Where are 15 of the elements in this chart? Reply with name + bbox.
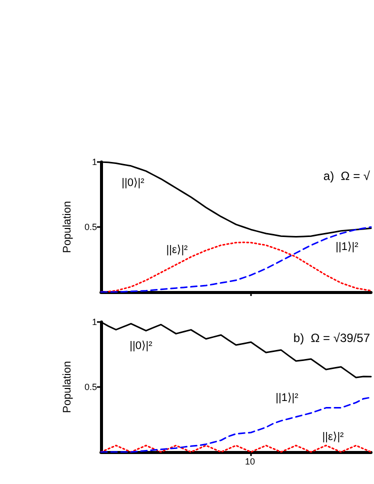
text: 10 bbox=[244, 456, 256, 466]
annotation: ||0⟩|² bbox=[130, 340, 153, 352]
annotation: ||1⟩|² bbox=[276, 392, 299, 404]
annotation: ||ε⟩|² bbox=[166, 244, 188, 256]
annotation: a) Ω = √ bbox=[323, 169, 370, 183]
y-tick-label: 1 bbox=[92, 157, 97, 167]
annotation: ||ε⟩|² bbox=[322, 431, 344, 443]
annotation: ||1⟩|² bbox=[336, 241, 359, 253]
annotation: ||0⟩|² bbox=[122, 177, 145, 189]
y-axis-title: Population bbox=[62, 361, 74, 413]
y-tick-label: 1 bbox=[92, 317, 97, 327]
annotation: b) Ω = √39/57 bbox=[293, 331, 370, 345]
y-tick-label: 0.5 bbox=[84, 382, 97, 392]
y-axis-title: Population bbox=[62, 201, 74, 253]
y-tick-label: 0.5 bbox=[84, 222, 97, 232]
